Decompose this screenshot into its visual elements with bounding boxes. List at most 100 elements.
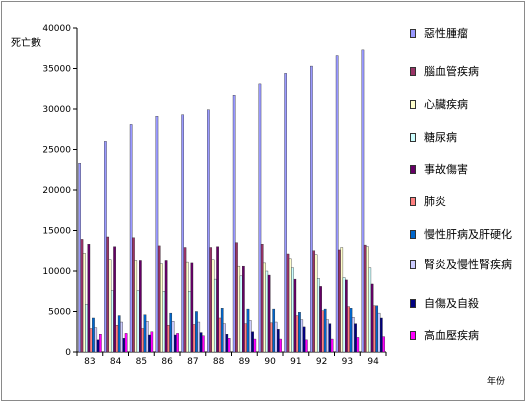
- bar-惡性腫瘤: [284, 73, 287, 353]
- legend-swatch: [410, 67, 416, 76]
- bar-肺炎: [89, 328, 93, 353]
- bar-腦血管疾病: [260, 244, 264, 353]
- bar-慢性肝病及肝硬化: [117, 315, 121, 353]
- y-tick-label: 30000: [42, 105, 71, 115]
- bar-自傷及自殺: [379, 317, 383, 353]
- bar-高血壓疾病: [124, 333, 128, 353]
- legend-swatch: [410, 100, 416, 109]
- bar-腦血管疾病: [80, 239, 84, 353]
- bar-肺炎: [244, 323, 247, 353]
- x-tick-label: 88: [213, 357, 225, 367]
- bar-腎炎及慢性腎疾病: [171, 321, 175, 353]
- bar-高血壓疾病: [253, 338, 257, 353]
- bar-事故傷害: [319, 286, 322, 353]
- bar-慢性肝病及肝硬化: [195, 311, 198, 353]
- bar-腎炎及慢性腎疾病: [274, 321, 278, 353]
- bar-肺炎: [167, 325, 170, 353]
- x-tick-label: 83: [84, 357, 95, 367]
- bar-糖尿病: [342, 277, 346, 353]
- bar-糖尿病: [291, 267, 294, 353]
- bar-心臟疾病: [263, 262, 266, 353]
- bar-慢性肝病及肝硬化: [349, 308, 353, 353]
- bar-惡性腫瘤: [310, 65, 313, 353]
- bar-心臟疾病: [185, 261, 189, 353]
- bar-事故傷害: [113, 246, 116, 353]
- bar-糖尿病: [110, 290, 114, 353]
- legend-label: 惡性腫瘤: [424, 27, 468, 40]
- bar-高血壓疾病: [305, 339, 308, 353]
- bar-腎炎及慢性腎疾病: [94, 327, 98, 353]
- bar-高血壓疾病: [150, 331, 154, 353]
- bar-肺炎: [295, 315, 299, 353]
- bar-糖尿病: [368, 267, 372, 353]
- bar-心臟疾病: [340, 247, 344, 353]
- legend-swatch: [410, 260, 416, 269]
- bar-腦血管疾病: [312, 250, 316, 353]
- x-tick-label: 87: [187, 357, 198, 367]
- bar-肺炎: [115, 325, 119, 353]
- bar-糖尿病: [213, 278, 217, 353]
- bar-事故傷害: [139, 260, 142, 353]
- bar-糖尿病: [136, 290, 140, 353]
- bar-事故傷害: [164, 260, 168, 353]
- bar-腦血管疾病: [235, 242, 238, 353]
- bar-慢性肝病及肝硬化: [143, 314, 147, 353]
- bar-高血壓疾病: [227, 338, 231, 353]
- bar-事故傷害: [216, 246, 219, 353]
- bar-事故傷害: [87, 244, 91, 353]
- bar-肺炎: [347, 306, 350, 353]
- bar-腎炎及慢性腎疾病: [377, 312, 381, 353]
- bar-腦血管疾病: [286, 253, 290, 353]
- bar-自傷及自殺: [302, 326, 306, 353]
- bar-自傷及自殺: [251, 331, 254, 353]
- legend-label: 腦血管疾病: [424, 65, 479, 78]
- bar-肺炎: [218, 317, 222, 353]
- bar-心臟疾病: [108, 259, 112, 353]
- bar-慢性肝病及肝硬化: [220, 308, 224, 353]
- x-tick-label: 93: [342, 357, 353, 367]
- bar-惡性腫瘤: [232, 95, 236, 353]
- legend-swatch: [410, 165, 416, 174]
- bar-自傷及自殺: [122, 338, 126, 353]
- bar-腎炎及慢性腎疾病: [351, 316, 355, 353]
- x-tick-label: 85: [136, 357, 147, 367]
- bar-惡性腫瘤: [104, 141, 107, 353]
- legend-label: 高血壓疾病: [424, 329, 479, 342]
- x-tick-label: 84: [110, 357, 122, 367]
- bar-高血壓疾病: [356, 337, 360, 353]
- bar-自傷及自殺: [328, 323, 332, 353]
- bar-惡性腫瘤: [181, 114, 184, 353]
- bar-慢性肝病及肝硬化: [298, 312, 301, 353]
- bar-自傷及自殺: [354, 323, 357, 353]
- bar-肺炎: [141, 328, 144, 353]
- bar-腦血管疾病: [363, 244, 367, 353]
- legend-swatch: [410, 230, 416, 239]
- bar-肺炎: [321, 310, 325, 353]
- bar-心臟疾病: [82, 253, 86, 353]
- bar-惡性腫瘤: [155, 116, 159, 353]
- bar-腦血管疾病: [132, 237, 135, 353]
- bar-腎炎及慢性腎疾病: [223, 323, 226, 353]
- bar-心臟疾病: [237, 265, 241, 353]
- legend-label: 事故傷害: [424, 163, 468, 176]
- bar-惡性腫瘤: [258, 83, 262, 353]
- bar-糖尿病: [239, 275, 243, 353]
- bar-惡性腫瘤: [335, 55, 339, 353]
- bar-高血壓疾病: [176, 333, 179, 353]
- bar-高血壓疾病: [99, 334, 102, 353]
- bar-慢性肝病及肝硬化: [272, 308, 276, 353]
- bar-腦血管疾病: [106, 236, 110, 353]
- x-tick-label: 89: [239, 357, 251, 367]
- legend-label: 自傷及自殺: [424, 297, 479, 310]
- x-tick-label: 86: [161, 357, 173, 367]
- bar-腦血管疾病: [209, 247, 213, 353]
- bar-糖尿病: [188, 291, 191, 353]
- bar-慢性肝病及肝硬化: [323, 308, 327, 353]
- y-tick-label: 5000: [48, 308, 71, 318]
- bar-心臟疾病: [211, 259, 215, 353]
- legend-swatch: [410, 331, 416, 340]
- bar-腦血管疾病: [157, 245, 161, 353]
- bar-自傷及自殺: [96, 339, 100, 353]
- bar-惡性腫瘤: [207, 109, 210, 353]
- bar-事故傷害: [267, 274, 271, 353]
